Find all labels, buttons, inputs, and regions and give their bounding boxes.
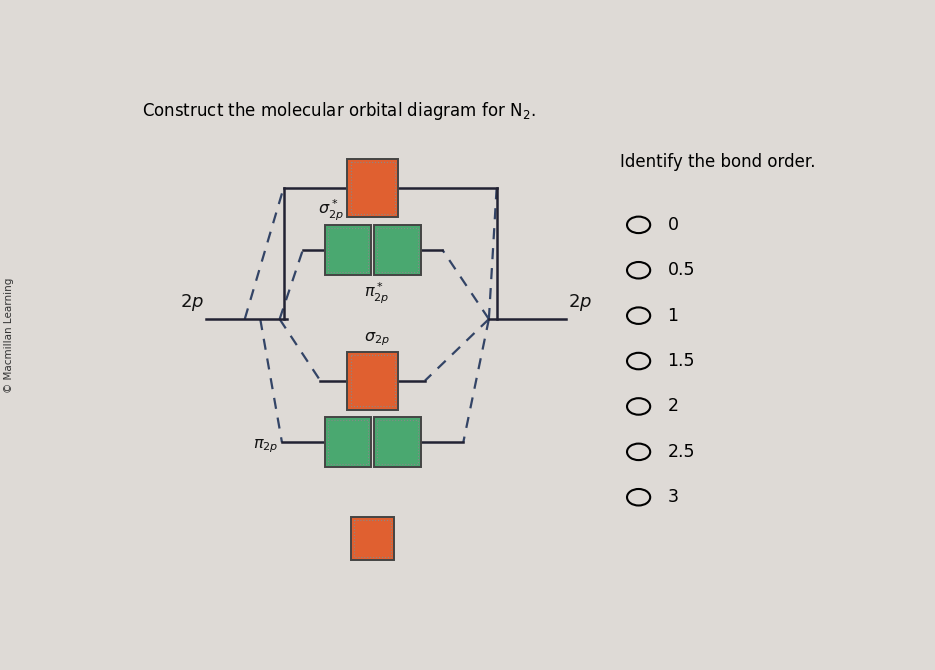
Bar bbox=[378, 228, 418, 272]
Text: 1.5: 1.5 bbox=[668, 352, 695, 370]
Bar bbox=[324, 224, 371, 275]
Bar bbox=[378, 420, 418, 464]
Text: $\sigma_{2p}$: $\sigma_{2p}$ bbox=[364, 330, 389, 348]
Bar bbox=[352, 517, 394, 559]
Bar bbox=[327, 228, 368, 272]
Text: $2p$: $2p$ bbox=[568, 292, 592, 313]
Bar bbox=[354, 521, 391, 557]
Text: 2: 2 bbox=[668, 397, 679, 415]
Bar bbox=[348, 159, 397, 217]
Text: 3: 3 bbox=[668, 488, 679, 507]
Text: 1: 1 bbox=[668, 307, 679, 325]
Bar bbox=[374, 224, 421, 275]
Bar bbox=[327, 420, 368, 464]
Bar bbox=[324, 417, 371, 467]
Text: 0.5: 0.5 bbox=[668, 261, 695, 279]
Text: Identify the bond order.: Identify the bond order. bbox=[621, 153, 816, 171]
Text: $\sigma^*_{2p}$: $\sigma^*_{2p}$ bbox=[318, 198, 343, 222]
Text: © Macmillan Learning: © Macmillan Learning bbox=[5, 277, 14, 393]
Text: $\pi_{2p}$: $\pi_{2p}$ bbox=[252, 438, 278, 455]
Bar bbox=[348, 352, 397, 409]
Bar bbox=[351, 355, 395, 407]
Bar bbox=[374, 417, 421, 467]
Text: 2.5: 2.5 bbox=[668, 443, 695, 461]
Text: Construct the molecular orbital diagram for N$_2$.: Construct the molecular orbital diagram … bbox=[142, 100, 535, 122]
Bar bbox=[351, 162, 395, 214]
Text: $\pi^*_{2p}$: $\pi^*_{2p}$ bbox=[364, 281, 389, 306]
Text: 0: 0 bbox=[668, 216, 679, 234]
Text: $2p$: $2p$ bbox=[180, 292, 205, 313]
